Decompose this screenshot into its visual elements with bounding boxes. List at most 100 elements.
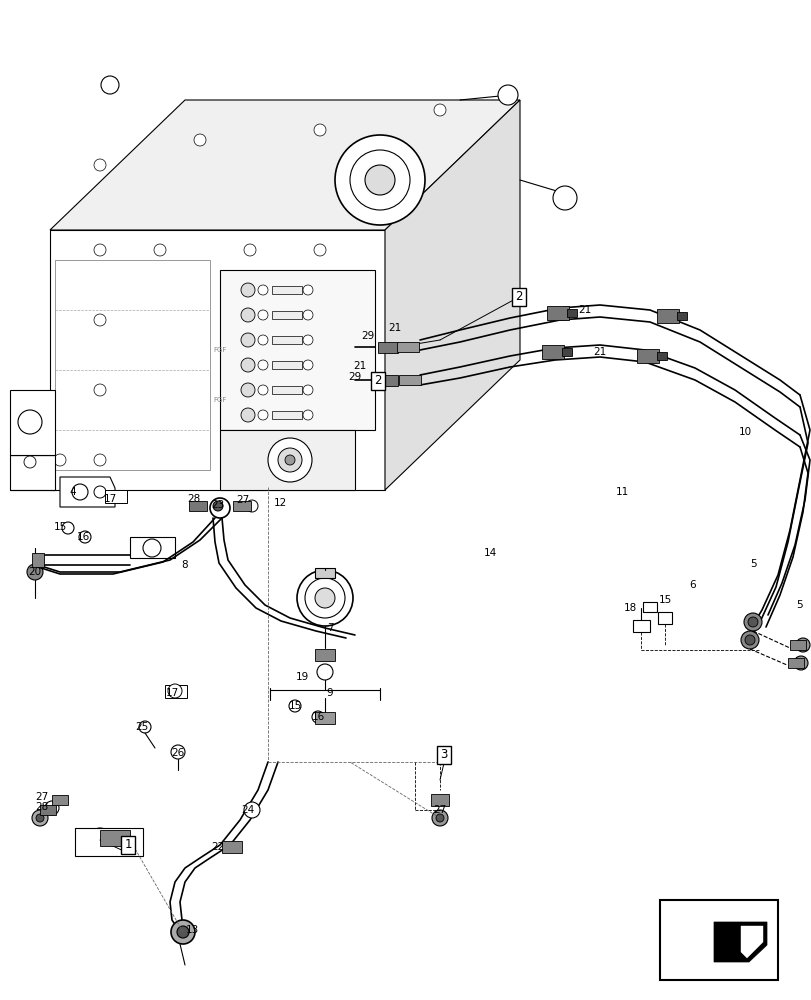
Text: 1: 1 — [124, 838, 131, 851]
Bar — [676, 312, 686, 320]
Circle shape — [54, 454, 66, 466]
Circle shape — [285, 455, 294, 465]
Text: 28: 28 — [187, 494, 200, 504]
Bar — [636, 349, 659, 363]
Circle shape — [101, 76, 119, 94]
Circle shape — [258, 360, 268, 370]
Circle shape — [177, 926, 189, 938]
Circle shape — [303, 410, 312, 420]
Bar — [165, 685, 187, 698]
Text: 24: 24 — [241, 805, 255, 815]
Bar — [272, 336, 302, 344]
Circle shape — [94, 159, 106, 171]
Circle shape — [241, 358, 255, 372]
Bar — [32, 553, 44, 567]
Circle shape — [241, 283, 255, 297]
Bar — [315, 649, 335, 661]
Circle shape — [194, 134, 206, 146]
Text: 20: 20 — [28, 567, 41, 577]
Circle shape — [241, 333, 255, 347]
Circle shape — [793, 656, 807, 670]
Circle shape — [297, 570, 353, 626]
Circle shape — [246, 500, 258, 512]
Bar — [272, 386, 302, 394]
Text: 21: 21 — [593, 347, 606, 357]
Text: 18: 18 — [623, 603, 636, 613]
Bar — [75, 828, 143, 856]
Text: 8: 8 — [182, 560, 188, 570]
Text: 15: 15 — [288, 701, 301, 711]
Bar — [541, 345, 564, 359]
Polygon shape — [220, 270, 375, 430]
Polygon shape — [10, 455, 55, 490]
Bar — [55, 260, 210, 470]
Text: 6: 6 — [689, 580, 696, 590]
Circle shape — [94, 244, 106, 256]
Circle shape — [303, 360, 312, 370]
Circle shape — [36, 814, 44, 822]
Circle shape — [94, 314, 106, 326]
Text: 15: 15 — [658, 595, 671, 605]
Circle shape — [168, 684, 182, 698]
Circle shape — [241, 383, 255, 397]
Text: 29: 29 — [361, 331, 374, 341]
Circle shape — [243, 802, 260, 818]
Bar — [100, 830, 130, 846]
Text: 7: 7 — [326, 623, 333, 633]
Circle shape — [303, 385, 312, 395]
Text: 21: 21 — [388, 323, 401, 333]
Polygon shape — [220, 430, 354, 490]
Text: 16: 16 — [76, 532, 89, 542]
Text: 15: 15 — [54, 522, 67, 532]
Circle shape — [18, 410, 42, 434]
Circle shape — [171, 920, 195, 944]
Bar — [40, 805, 56, 815]
Circle shape — [94, 384, 106, 396]
Bar — [659, 900, 777, 980]
Text: 10: 10 — [737, 427, 751, 437]
Text: 22: 22 — [211, 842, 225, 852]
Polygon shape — [60, 477, 115, 507]
Bar — [272, 286, 302, 294]
Bar — [105, 490, 127, 503]
Polygon shape — [130, 537, 175, 558]
Circle shape — [212, 501, 223, 511]
Text: 25: 25 — [135, 722, 148, 732]
Circle shape — [314, 454, 325, 466]
Circle shape — [315, 588, 335, 608]
Circle shape — [243, 244, 255, 256]
Circle shape — [79, 531, 91, 543]
Circle shape — [171, 745, 185, 759]
Circle shape — [795, 638, 809, 652]
Text: 21: 21 — [353, 361, 367, 371]
Circle shape — [258, 285, 268, 295]
Bar — [566, 309, 577, 317]
Bar — [378, 374, 397, 385]
Circle shape — [210, 498, 230, 518]
Bar — [656, 309, 678, 323]
Circle shape — [258, 335, 268, 345]
Circle shape — [62, 522, 74, 534]
Circle shape — [268, 438, 311, 482]
Polygon shape — [50, 230, 384, 490]
Circle shape — [94, 486, 106, 498]
Text: 26: 26 — [171, 748, 184, 758]
Circle shape — [94, 454, 106, 466]
Polygon shape — [657, 612, 672, 624]
Bar — [656, 352, 666, 360]
Bar — [315, 712, 335, 724]
Circle shape — [316, 664, 333, 680]
Circle shape — [241, 408, 255, 422]
Circle shape — [139, 721, 151, 733]
Text: 23: 23 — [211, 500, 225, 510]
Text: 21: 21 — [577, 305, 591, 315]
Text: 28: 28 — [36, 802, 49, 812]
Bar — [378, 342, 397, 353]
Circle shape — [258, 310, 268, 320]
Circle shape — [497, 85, 517, 105]
Circle shape — [32, 810, 48, 826]
Circle shape — [744, 635, 754, 645]
Circle shape — [90, 828, 109, 848]
Text: 27: 27 — [36, 792, 49, 802]
Circle shape — [365, 165, 394, 195]
